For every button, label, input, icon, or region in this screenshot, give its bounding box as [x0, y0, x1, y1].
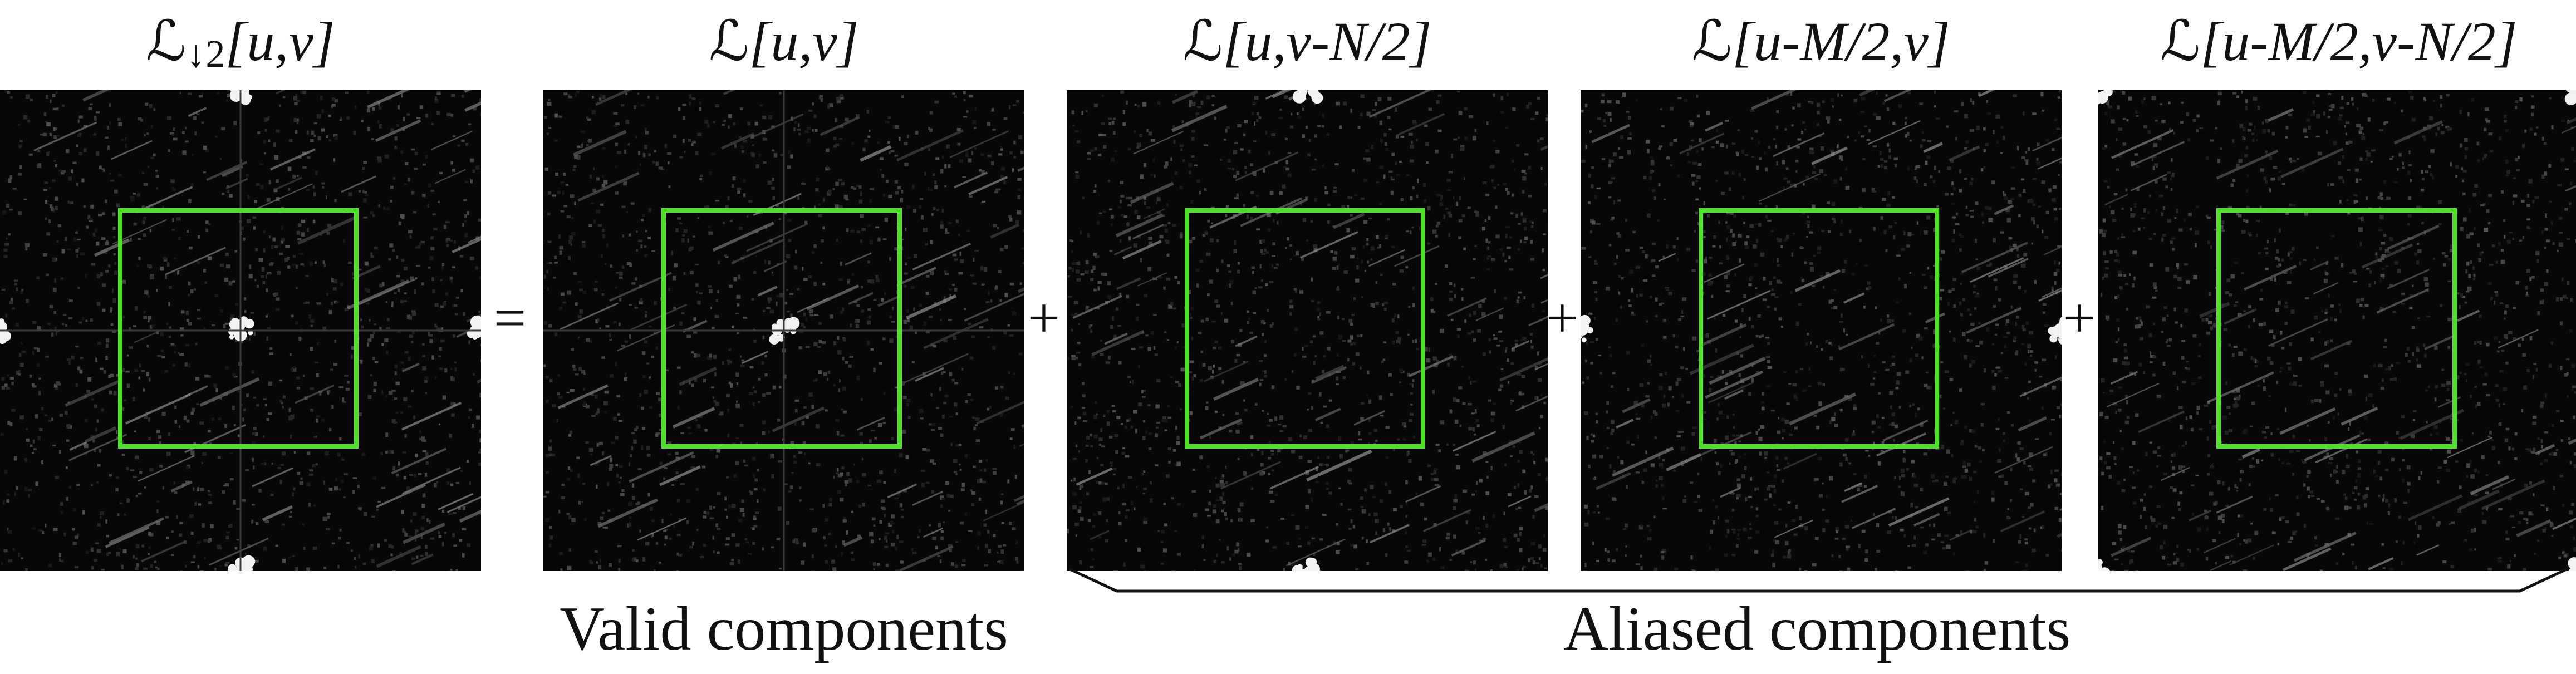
shifted-u-spectrum-image — [1581, 90, 2062, 571]
spectrum-panel-downsampled — [0, 90, 481, 571]
spectrum-panel-shift-uv — [2098, 90, 2576, 571]
valid-region-box — [1699, 208, 1939, 449]
aliased-spectrum-image — [0, 90, 481, 571]
spectrum-panel-shift-v — [1067, 90, 1548, 571]
plus-sign: + — [1027, 286, 1061, 350]
spectrum-panel-shift-u — [1581, 90, 2062, 571]
plus-sign: + — [1545, 286, 1579, 350]
panel-title-2: ℒ[u,v] — [709, 11, 859, 72]
panel-title-1: ℒ↓2[u,v] — [146, 11, 335, 76]
aliased-brace — [1068, 567, 2569, 593]
valid-region-box — [661, 208, 902, 449]
panel-title-5: ℒ[u-M/2,v-N/2] — [2160, 11, 2518, 72]
valid-region-box — [1185, 208, 1425, 449]
valid-spectrum-image — [543, 90, 1024, 571]
valid-region-box — [118, 208, 359, 449]
valid-region-box — [2216, 208, 2457, 449]
panel-title-3: ℒ[u,v-N/2] — [1182, 11, 1432, 72]
panel-title-4: ℒ[u-M/2,v] — [1692, 11, 1950, 72]
aliased-components-caption: Aliased components — [1563, 594, 2071, 663]
valid-components-caption: Valid components — [560, 594, 1008, 663]
equals-sign: = — [493, 286, 527, 350]
plus-sign: + — [2063, 286, 2096, 350]
shifted-v-spectrum-image — [1067, 90, 1548, 571]
spectrum-panel-valid — [543, 90, 1024, 571]
